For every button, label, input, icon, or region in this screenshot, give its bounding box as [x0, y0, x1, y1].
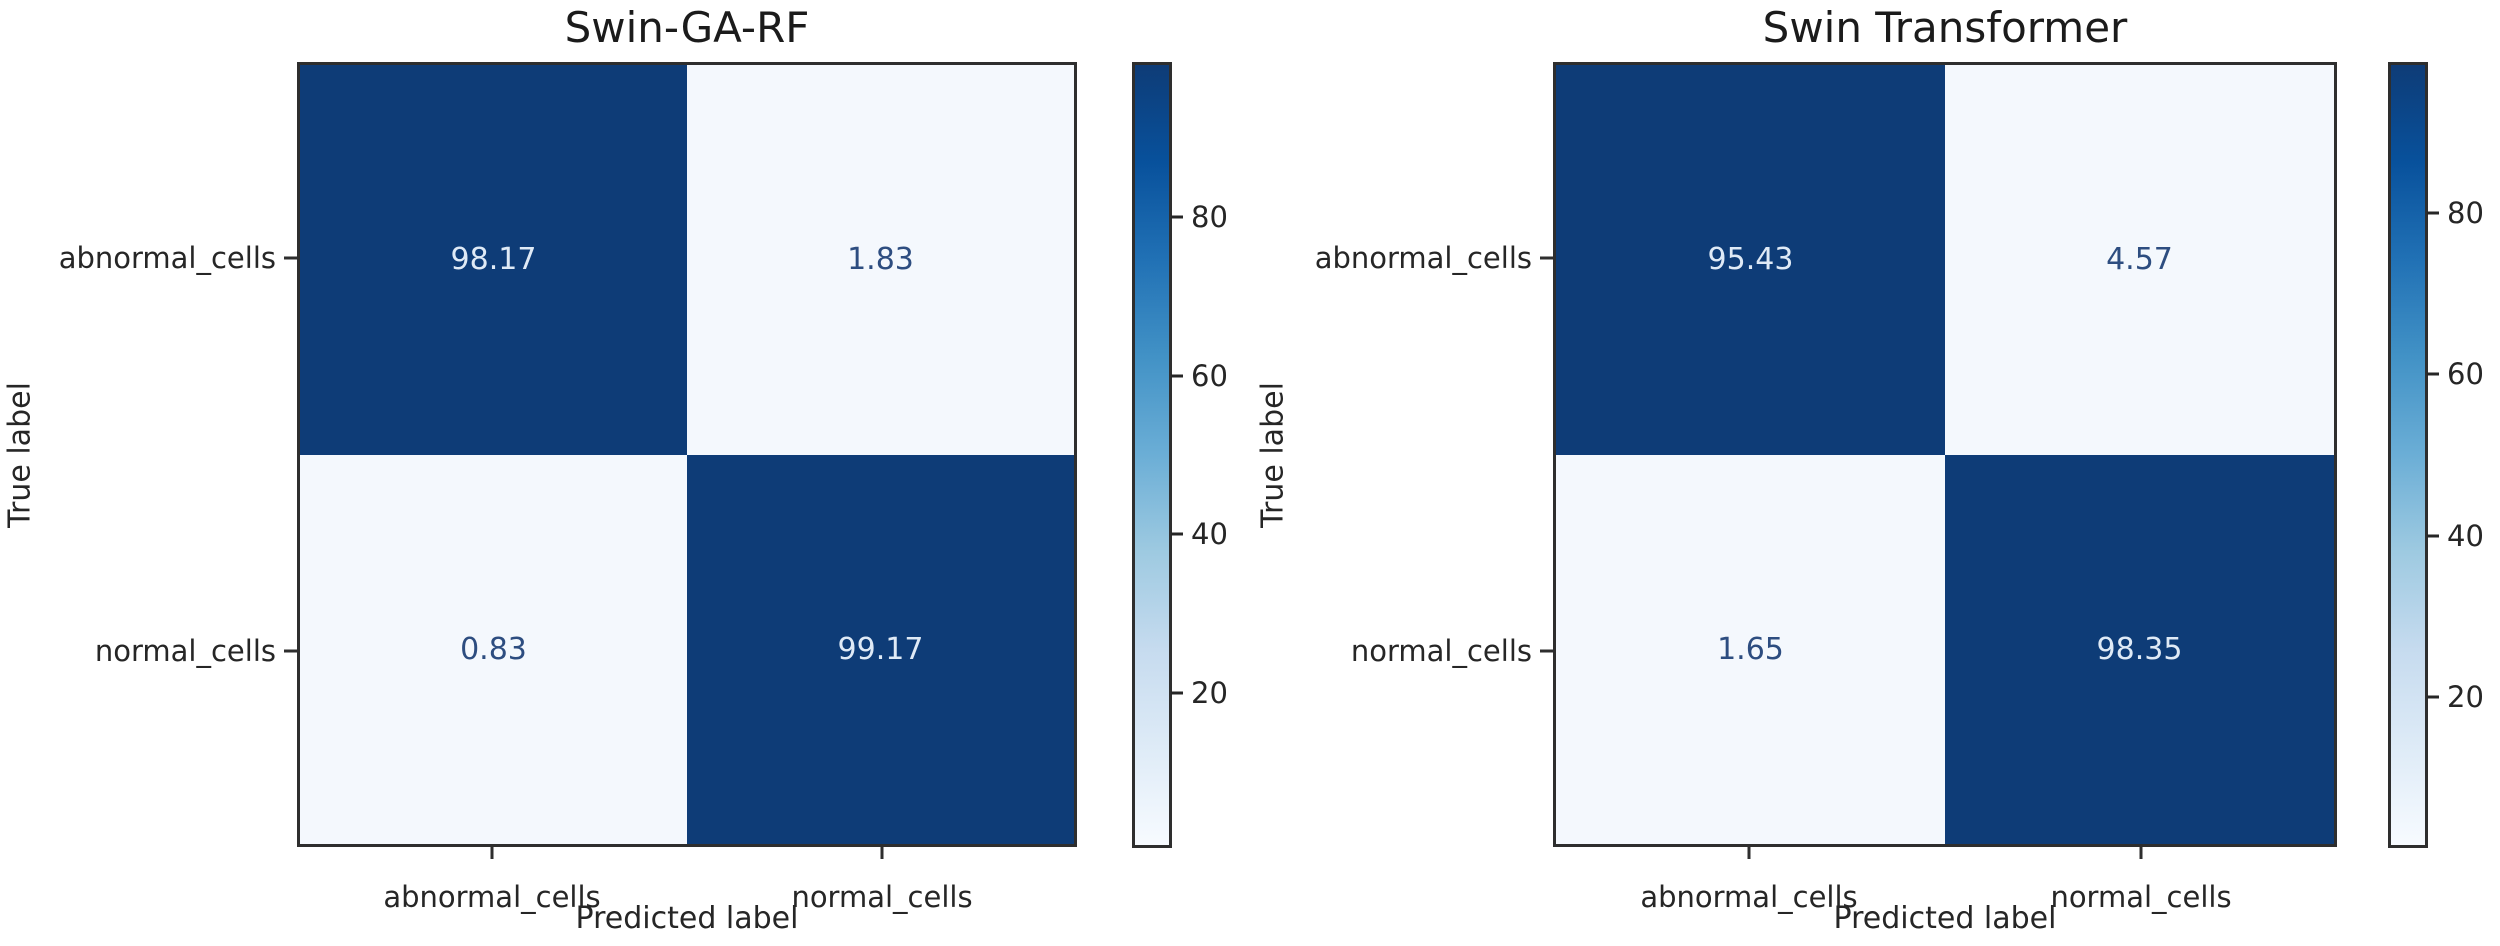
panel-1-cell-true-normal-pred-abnormal: 1.65: [1556, 454, 1945, 844]
colorbar-gradient: [2391, 65, 2425, 845]
panel-1-colorbar: 80 60 40 20: [2388, 62, 2484, 848]
panel-0-xtick-mark-col0: [490, 847, 494, 859]
panel-1-xlabel: Predicted label: [1833, 901, 2057, 936]
panel-0-heatmap: 98.17 1.83 0.83 99.17: [297, 62, 1077, 847]
colorbar-tick-label: 40: [2447, 518, 2484, 553]
panel-0-ylabel: True label: [2, 382, 38, 528]
colorbar-tick-mark: [1171, 215, 1183, 219]
panel-1-ytick-normal-cells: normal_cells: [1350, 634, 1532, 668]
panel-1-ytick-mark-row0: [1540, 256, 1553, 260]
colorbar-tick-mark: [1171, 374, 1183, 378]
colorbar-tick-label: 60: [1191, 358, 1228, 393]
panel-1-cell-true-abnormal-pred-abnormal: 95.43: [1556, 65, 1945, 455]
panel-0-cell-true-abnormal-pred-abnormal: 98.17: [300, 65, 687, 455]
panel-0-xtick-normal-cells: normal_cells: [791, 880, 973, 914]
panel-1-heatmap: 95.43 4.57 1.65 98.35: [1553, 62, 2337, 847]
colorbar-tick-label: 80: [2447, 196, 2484, 230]
panel-1-ylabel: True label: [1255, 382, 1291, 528]
panel-1-cell-true-normal-pred-normal: 98.35: [1945, 454, 2334, 844]
colorbar-tick-label: 20: [1191, 675, 1228, 710]
colorbar-tick-mark: [2427, 534, 2439, 538]
panel-1-ytick-mark-row1: [1540, 649, 1553, 653]
panel-1-title: Swin Transformer: [1762, 3, 2128, 52]
panel-1-xtick-normal-cells: normal_cells: [2050, 880, 2232, 914]
panel-0-xtick-mark-col1: [880, 847, 884, 859]
panel-1-xtick-mark-col1: [2139, 847, 2143, 859]
colorbar-tick-mark: [1171, 532, 1183, 536]
panel-1-xtick-mark-col0: [1747, 847, 1751, 859]
colorbar-tick-label: 20: [2447, 679, 2484, 714]
colorbar-tick-label: 80: [1191, 200, 1228, 235]
panel-1-cell-true-abnormal-pred-normal: 4.57: [1945, 65, 2334, 455]
panel-0-cell-true-normal-pred-normal: 99.17: [687, 454, 1074, 844]
panel-1-xtick-abnormal-cells: abnormal_cells: [1640, 880, 1858, 914]
panel-1-ytick-abnormal-cells: abnormal_cells: [1314, 241, 1532, 275]
panel-0-ytick-normal-cells: normal_cells: [94, 634, 276, 668]
panel-0-colorbar: 80 60 40 20: [1132, 62, 1228, 848]
panel-0-cell-true-abnormal-pred-normal: 1.83: [687, 65, 1074, 455]
colorbar-gradient: [1135, 65, 1169, 845]
colorbar-tick-label: 60: [2447, 357, 2484, 392]
panel-0-xlabel: Predicted label: [575, 901, 799, 936]
panel-0-xtick-abnormal-cells: abnormal_cells: [383, 880, 601, 914]
colorbar-tick-mark: [2427, 211, 2439, 215]
panel-0-ytick-mark-row0: [284, 256, 297, 260]
colorbar-tick-mark: [2427, 695, 2439, 699]
colorbar-tick-mark: [2427, 372, 2439, 376]
panel-0-ytick-abnormal-cells: abnormal_cells: [58, 241, 276, 275]
colorbar-tick-label: 40: [1191, 517, 1228, 552]
panel-0-ytick-mark-row1: [284, 649, 297, 653]
panel-0-title: Swin-GA-RF: [564, 3, 810, 52]
colorbar-tick-mark: [1171, 691, 1183, 695]
panel-0-cell-true-normal-pred-abnormal: 0.83: [300, 454, 687, 844]
